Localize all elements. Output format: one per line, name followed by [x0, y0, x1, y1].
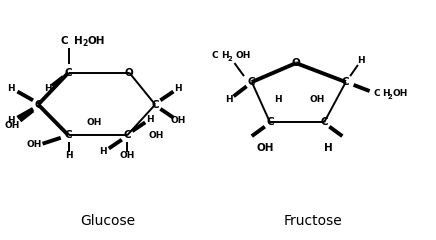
Text: OH: OH [309, 95, 324, 104]
Text: OH: OH [170, 116, 185, 125]
Text: 2: 2 [388, 94, 392, 100]
Text: 2: 2 [82, 39, 88, 48]
Text: C: C [211, 51, 218, 60]
Text: C: C [151, 100, 159, 110]
Text: OH: OH [257, 144, 274, 153]
Text: C: C [123, 130, 131, 140]
Text: O: O [125, 67, 133, 78]
Text: Fructose: Fructose [284, 214, 343, 228]
Text: H: H [174, 84, 181, 93]
Text: OH: OH [149, 131, 164, 140]
Text: H: H [74, 36, 83, 46]
Text: H: H [7, 116, 15, 125]
Text: O: O [292, 58, 300, 68]
Text: H: H [324, 144, 333, 153]
Text: H: H [382, 90, 389, 98]
Text: H: H [221, 51, 229, 60]
Text: H: H [7, 84, 15, 93]
Text: OH: OH [119, 151, 135, 160]
Text: OH: OH [26, 140, 41, 150]
Text: OH: OH [87, 118, 102, 127]
Text: C: C [374, 90, 381, 98]
Text: H: H [274, 95, 282, 104]
Text: C: C [65, 67, 72, 78]
Text: C: C [266, 117, 274, 127]
Text: OH: OH [235, 51, 251, 60]
Text: OH: OH [4, 121, 20, 130]
Text: C: C [61, 36, 68, 46]
Text: H: H [357, 56, 365, 65]
Text: H: H [146, 115, 153, 124]
Text: OH: OH [392, 90, 408, 98]
Text: C: C [65, 130, 72, 140]
Text: H: H [44, 84, 51, 93]
Text: C: C [34, 100, 42, 110]
Text: Glucose: Glucose [80, 214, 135, 228]
Text: C: C [248, 77, 255, 87]
Text: OH: OH [88, 36, 106, 46]
Text: C: C [320, 117, 328, 127]
Text: H: H [65, 151, 72, 160]
Text: 2: 2 [228, 56, 232, 62]
Text: H: H [225, 95, 233, 104]
Text: H: H [99, 147, 107, 156]
Text: C: C [342, 77, 350, 87]
